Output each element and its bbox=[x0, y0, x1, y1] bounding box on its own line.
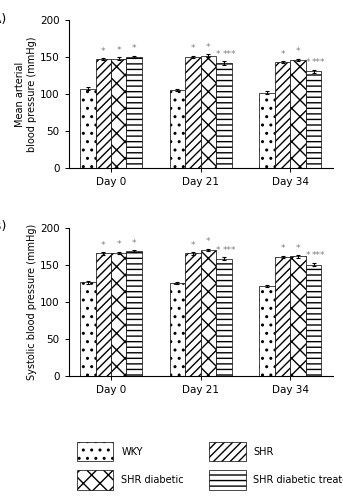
Bar bbox=[170, 90, 185, 168]
Text: (A): (A) bbox=[0, 12, 8, 26]
Y-axis label: Systolic blood pressure (mmHg): Systolic blood pressure (mmHg) bbox=[27, 224, 37, 380]
Bar bbox=[275, 257, 290, 376]
Text: *: * bbox=[117, 240, 121, 249]
Bar bbox=[306, 71, 321, 168]
Bar bbox=[259, 286, 275, 376]
Bar bbox=[170, 283, 185, 376]
Bar bbox=[185, 254, 201, 376]
Text: *: * bbox=[132, 238, 137, 248]
Y-axis label: Mean arterial
blood pressure (mmHg): Mean arterial blood pressure (mmHg) bbox=[15, 36, 37, 152]
Bar bbox=[216, 258, 232, 376]
Bar bbox=[201, 250, 216, 376]
Bar bbox=[209, 470, 246, 490]
Bar bbox=[259, 92, 275, 168]
Bar bbox=[80, 282, 95, 376]
Text: *: * bbox=[306, 251, 310, 260]
Bar bbox=[111, 252, 127, 376]
Text: WKY: WKY bbox=[121, 447, 143, 457]
Bar bbox=[76, 442, 114, 462]
Bar bbox=[185, 57, 201, 168]
Text: *: * bbox=[117, 46, 121, 55]
Text: *: * bbox=[191, 44, 195, 54]
Text: *: * bbox=[216, 246, 221, 254]
Text: *: * bbox=[306, 58, 310, 67]
Text: *: * bbox=[206, 237, 211, 246]
Text: ***: *** bbox=[223, 246, 236, 254]
Bar bbox=[290, 256, 306, 376]
Text: *: * bbox=[132, 44, 137, 54]
Bar bbox=[95, 60, 111, 168]
Bar bbox=[127, 57, 142, 168]
Text: (B): (B) bbox=[0, 220, 8, 233]
Text: ***: *** bbox=[312, 58, 326, 67]
Text: *: * bbox=[101, 46, 106, 56]
Text: SHR diabetic treated: SHR diabetic treated bbox=[253, 475, 343, 485]
Bar bbox=[306, 264, 321, 376]
Bar bbox=[201, 56, 216, 168]
Text: ***: *** bbox=[312, 251, 326, 260]
Bar bbox=[290, 60, 306, 168]
Bar bbox=[80, 89, 95, 168]
Text: *: * bbox=[206, 42, 211, 51]
Text: *: * bbox=[296, 244, 300, 252]
Bar bbox=[216, 63, 232, 168]
Text: *: * bbox=[216, 50, 221, 58]
Bar bbox=[275, 62, 290, 168]
Text: ***: *** bbox=[223, 50, 236, 58]
Text: *: * bbox=[296, 48, 300, 56]
Bar bbox=[111, 58, 127, 168]
Text: *: * bbox=[191, 240, 195, 250]
Text: *: * bbox=[101, 240, 106, 250]
Text: *: * bbox=[280, 244, 285, 254]
Bar bbox=[95, 254, 111, 376]
Text: *: * bbox=[280, 50, 285, 58]
Bar bbox=[209, 442, 246, 462]
Text: SHR: SHR bbox=[253, 447, 274, 457]
Bar bbox=[127, 251, 142, 376]
Text: SHR diabetic: SHR diabetic bbox=[121, 475, 184, 485]
Bar bbox=[76, 470, 114, 490]
